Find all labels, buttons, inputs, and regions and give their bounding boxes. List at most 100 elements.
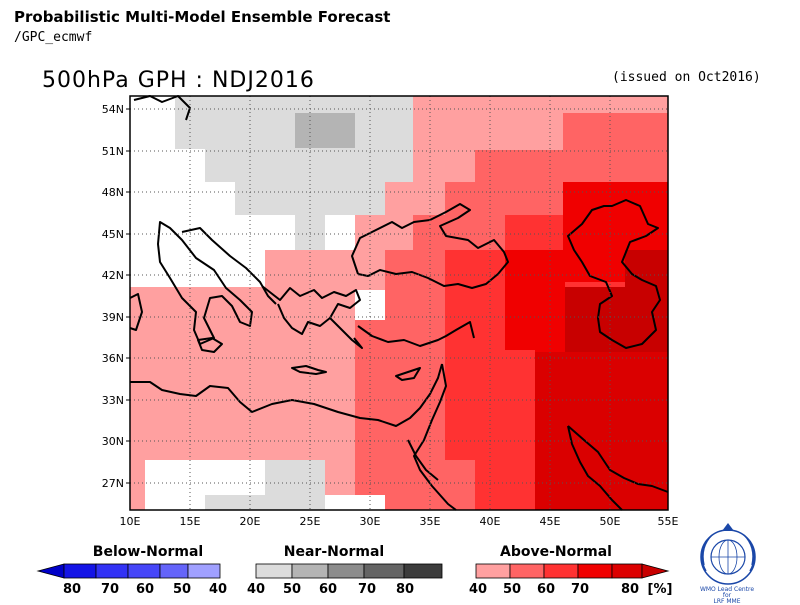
probability-shading [130, 96, 668, 510]
lat-tick-label: 42N [102, 269, 124, 282]
lon-tick-label: 25E [300, 515, 321, 528]
legend-below-tick: 70 [101, 582, 119, 597]
legend-below-normal: Below-Normal 80 70 60 50 40 [36, 544, 227, 597]
lat-tick-label: 27N [102, 477, 124, 490]
lon-tick-label: 35E [420, 515, 441, 528]
legend-above-label: Above-Normal [500, 544, 612, 560]
legend-near-swatch [403, 563, 443, 579]
blank-area-nw [130, 96, 175, 287]
lat-tick-label: 48N [102, 186, 124, 199]
shade-near-40-b [205, 149, 413, 182]
shade-near-40-e [265, 460, 325, 510]
lon-tick-label: 15E [180, 515, 201, 528]
legend-below-tick: 80 [63, 582, 81, 597]
logo-text-line1: WMO Lead Centre for [699, 586, 755, 599]
lat-tick-label: 36N [102, 352, 124, 365]
legend-near-tick: 40 [247, 582, 265, 597]
legend-below-tick: 50 [173, 582, 191, 597]
blank-area-nw2 [175, 149, 205, 287]
coastline-north-africa [130, 363, 443, 427]
coastline-gulf-suez [407, 439, 439, 481]
legend-above-swatch [509, 563, 545, 579]
legend-above-swatch [611, 563, 643, 579]
lon-axis: 10E 15E 20E 25E 30E 35E 40E 45E 50E 55E [120, 515, 679, 528]
legend-below-tick: 40 [209, 582, 227, 597]
legend-above-tick: 50 [503, 582, 521, 597]
coastline-turkey-south [357, 321, 475, 347]
lat-tick-label: 30N [102, 435, 124, 448]
legend-below-swatch [159, 563, 189, 579]
legend-near-normal: Near-Normal 40 50 60 70 80 [247, 544, 443, 597]
lon-tick-label: 50E [600, 515, 621, 528]
legend-near-tick: 70 [358, 582, 376, 597]
shade-above-80-c [535, 352, 668, 510]
shade-above-60-c [475, 460, 535, 510]
lon-tick-label: 45E [540, 515, 561, 528]
shade-above-80-a [565, 287, 668, 352]
legend-below-label: Below-Normal [93, 544, 203, 560]
issued-label: (issued on Oct2016) [612, 70, 761, 85]
legend-near-tick: 80 [396, 582, 414, 597]
coastline-caspian [567, 199, 661, 349]
shade-above-60-b [445, 250, 505, 460]
coastline-black-sea [351, 203, 509, 289]
legend-below-swatch [63, 563, 97, 579]
legend-above-arrow [641, 563, 670, 579]
blank-area-sw2 [145, 495, 205, 510]
legend-near-swatch [291, 563, 329, 579]
lat-tick-label: 39N [102, 311, 124, 324]
coastline-sicily [197, 337, 223, 353]
coastline-italy [157, 221, 253, 345]
legend-below-arrow [36, 563, 65, 579]
variable-title: 500hPa GPH : NDJ2016 [42, 68, 315, 93]
lon-tick-label: 30E [360, 515, 381, 528]
source-label: /GPC_ecmwf [14, 30, 93, 45]
shade-near-40-a [175, 96, 413, 149]
wmo-logo-icon [700, 523, 756, 585]
lat-tick-label: 45N [102, 228, 124, 241]
shade-above-50-b [563, 113, 668, 153]
lon-tick-label: 20E [240, 515, 261, 528]
legend-above-swatch [475, 563, 511, 579]
shade-near-40-f [205, 495, 265, 510]
lat-tick-label: 51N [102, 145, 124, 158]
legend-near-tick: 60 [319, 582, 337, 597]
legend-above-normal: Above-Normal 40 50 60 70 80 [%] [469, 544, 673, 597]
legend-below-swatch [95, 563, 129, 579]
legend-near-tick: 50 [283, 582, 301, 597]
coastline-aegean [329, 317, 363, 349]
lat-tick-label: 33N [102, 394, 124, 407]
coastline-levant-red-sea [413, 363, 457, 511]
coastline-crete [291, 365, 327, 375]
shade-above-70-b [505, 250, 565, 350]
shade-near-50 [295, 113, 355, 148]
coastline-balkans [261, 285, 361, 335]
coastline-persian-gulf [567, 425, 669, 493]
wmo-logo-caption: WMO Lead Centre for LRF MME [697, 587, 757, 605]
legend-above-tick: 40 [469, 582, 487, 597]
main-title: Probabilistic Multi-Model Ensemble Forec… [14, 8, 391, 26]
lon-tick-label: 40E [480, 515, 501, 528]
coastline-gulf-arabia [567, 425, 623, 511]
legend-below-tick: 60 [136, 582, 154, 597]
shade-above-50-f [413, 215, 508, 255]
legend-above-swatch [543, 563, 579, 579]
map-grid [130, 96, 668, 510]
coastline-adriatic [181, 227, 277, 305]
legend-above-tick: 60 [537, 582, 555, 597]
legend-near-label: Near-Normal [284, 544, 384, 560]
legend-above-unit: [%] [648, 582, 673, 597]
map-frame [129, 95, 669, 511]
coastline-cyprus [395, 367, 421, 381]
blank-area-s [325, 495, 355, 510]
legend-near-swatch [255, 563, 293, 579]
shade-near-40-c [235, 182, 385, 215]
legend-near-swatch [327, 563, 365, 579]
lat-axis: 54N 51N 48N 45N 42N 39N 36N 33N 30N 27N [102, 103, 130, 490]
legend-above-swatch [577, 563, 613, 579]
legend-near-swatch [363, 563, 405, 579]
shade-above-80-b [625, 250, 668, 290]
blank-area-sw [145, 460, 265, 495]
lat-tick-label: 54N [102, 103, 124, 116]
